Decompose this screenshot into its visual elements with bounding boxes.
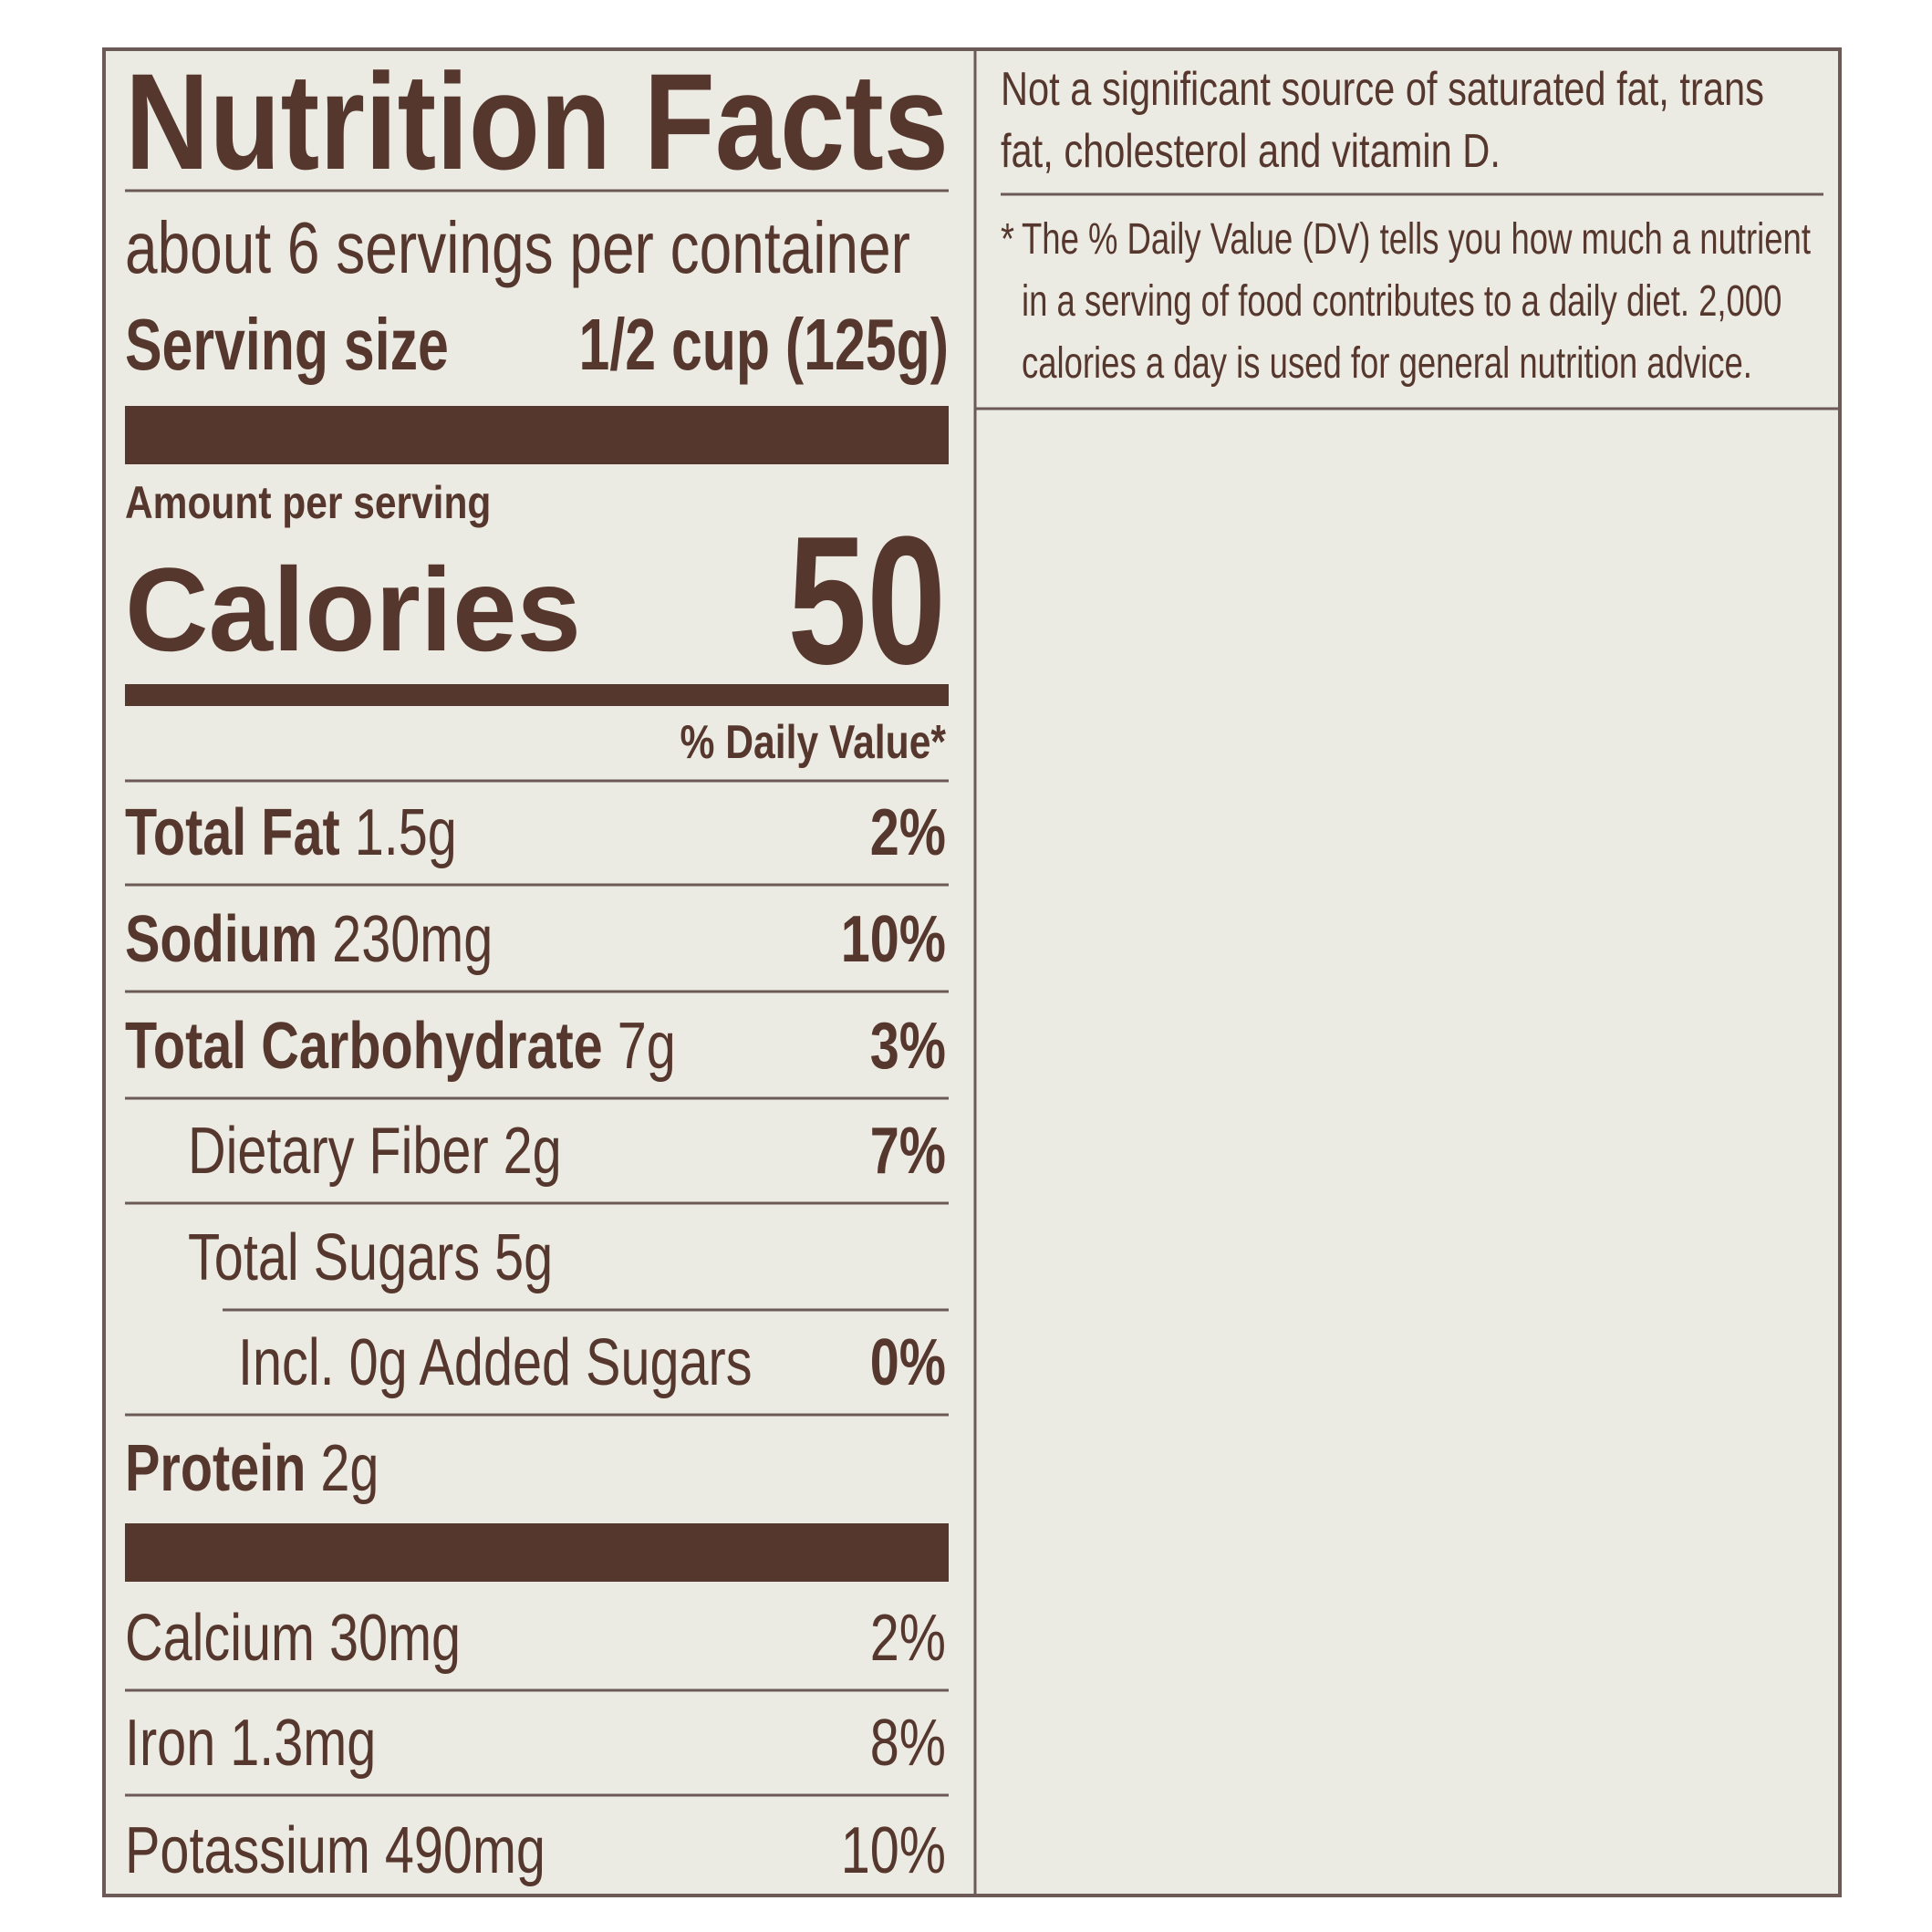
side-note: fat, cholesterol and vitamin D. bbox=[1001, 124, 1501, 178]
mineral-name: Potassium 490mg bbox=[125, 1813, 545, 1887]
mineral-name: Calcium 30mg bbox=[125, 1601, 461, 1675]
servings-part: about 6 servings per container bbox=[125, 207, 910, 288]
side-note-part: fat, cholesterol and vitamin D. bbox=[1001, 124, 1501, 178]
footnote-part: calories a day is used for general nutri… bbox=[1022, 338, 1752, 388]
footnote-part: in a serving of food contributes to a da… bbox=[1022, 276, 1781, 326]
mineral-name-part: Iron bbox=[125, 1706, 215, 1780]
daily-value: 2% bbox=[870, 795, 946, 869]
nutrient-name-part: 1.5g bbox=[340, 795, 457, 869]
dv-header: % Daily Value* bbox=[680, 716, 946, 769]
mineral-name-part: Potassium bbox=[125, 1813, 370, 1887]
mineral-dv: 8% bbox=[870, 1706, 946, 1780]
daily-value-part: 2% bbox=[870, 795, 946, 869]
nutrient-name-part: 5g bbox=[480, 1220, 553, 1294]
daily-value-part: 7% bbox=[870, 1114, 946, 1188]
mineral-dv: 2% bbox=[870, 1601, 946, 1675]
nutrient-name-part: 2g bbox=[489, 1114, 562, 1188]
nutrient-name-part: 7g bbox=[603, 1009, 676, 1083]
side-note: Not a significant source of saturated fa… bbox=[1001, 62, 1764, 116]
serving-size-value: 1/2 cup (125g) bbox=[579, 305, 949, 386]
serving-size: Serving size bbox=[125, 305, 449, 386]
footnote: calories a day is used for general nutri… bbox=[1022, 338, 1752, 388]
dv-header-part: % Daily Value* bbox=[680, 716, 946, 769]
daily-value: 3% bbox=[870, 1009, 946, 1083]
thick-bar bbox=[125, 684, 949, 706]
nutrient-name: Dietary Fiber 2g bbox=[188, 1114, 562, 1188]
nutrient-name: Protein 2g bbox=[125, 1431, 379, 1505]
footnote-mark: * bbox=[1001, 215, 1014, 264]
servings: about 6 servings per container bbox=[125, 207, 910, 288]
mineral-name-part: 1.3mg bbox=[215, 1706, 376, 1780]
mineral-name-part: Calcium bbox=[125, 1601, 315, 1675]
calories-label: Calories bbox=[125, 543, 581, 676]
amount-per-serving: Amount per serving bbox=[125, 477, 491, 528]
label-border bbox=[102, 47, 1842, 1897]
daily-value: 0% bbox=[870, 1325, 946, 1399]
title-part: Nutrition Facts bbox=[125, 45, 949, 198]
daily-value-part: 10% bbox=[841, 902, 946, 976]
title: Nutrition Facts bbox=[125, 45, 949, 198]
amount-per-serving-part: Amount per serving bbox=[125, 477, 491, 528]
calories-value: 50 bbox=[787, 499, 946, 702]
side-note-part: Not a significant source of saturated fa… bbox=[1001, 62, 1764, 116]
footnote-part: The % Daily Value (DV) tells you how muc… bbox=[1022, 214, 1811, 264]
nutrient-name-part: Dietary Fiber bbox=[188, 1114, 489, 1188]
thick-bar bbox=[125, 1523, 949, 1582]
footnote-mark-part: * bbox=[1001, 215, 1014, 264]
mineral-name-part: 30mg bbox=[315, 1601, 461, 1675]
calories-label-part: Calories bbox=[125, 543, 581, 676]
nutrient-name: Total Fat 1.5g bbox=[125, 795, 457, 869]
daily-value-part: 3% bbox=[870, 1009, 946, 1083]
serving-size-part: Serving size bbox=[125, 305, 449, 386]
mineral-name: Iron 1.3mg bbox=[125, 1706, 376, 1780]
mineral-dv-part: 8% bbox=[870, 1706, 946, 1780]
mineral-dv-part: 10% bbox=[841, 1813, 946, 1887]
nutrient-name: Sodium 230mg bbox=[125, 902, 493, 976]
daily-value: 10% bbox=[841, 902, 946, 976]
calories-value-part: 50 bbox=[787, 499, 946, 702]
nutrient-name-part: Total Sugars bbox=[188, 1220, 480, 1294]
nutrient-name-part: Protein bbox=[125, 1431, 306, 1505]
serving-size-value-part: 1/2 cup (125g) bbox=[579, 305, 949, 386]
nutrient-name-part: Sodium bbox=[125, 902, 317, 976]
nutrient-name-part: Total Fat bbox=[125, 795, 340, 869]
mineral-name-part: 490mg bbox=[370, 1813, 545, 1887]
footnote: The % Daily Value (DV) tells you how muc… bbox=[1022, 214, 1811, 264]
nutrient-name-part: Total Carbohydrate bbox=[125, 1009, 603, 1083]
nutrient-name-part: 2g bbox=[306, 1431, 379, 1505]
footnote: in a serving of food contributes to a da… bbox=[1022, 276, 1781, 326]
nutrient-name: Total Sugars 5g bbox=[188, 1220, 553, 1294]
mineral-dv-part: 2% bbox=[870, 1601, 946, 1675]
nutrient-name-part: 230mg bbox=[317, 902, 493, 976]
nutrient-name-part: Incl. 0g Added Sugars bbox=[238, 1325, 753, 1399]
daily-value: 7% bbox=[870, 1114, 946, 1188]
mineral-dv: 10% bbox=[841, 1813, 946, 1887]
nutrient-name: Incl. 0g Added Sugars bbox=[238, 1325, 753, 1399]
nutrient-name: Total Carbohydrate 7g bbox=[125, 1009, 676, 1083]
daily-value-part: 0% bbox=[870, 1325, 946, 1399]
thick-bar bbox=[125, 406, 949, 464]
